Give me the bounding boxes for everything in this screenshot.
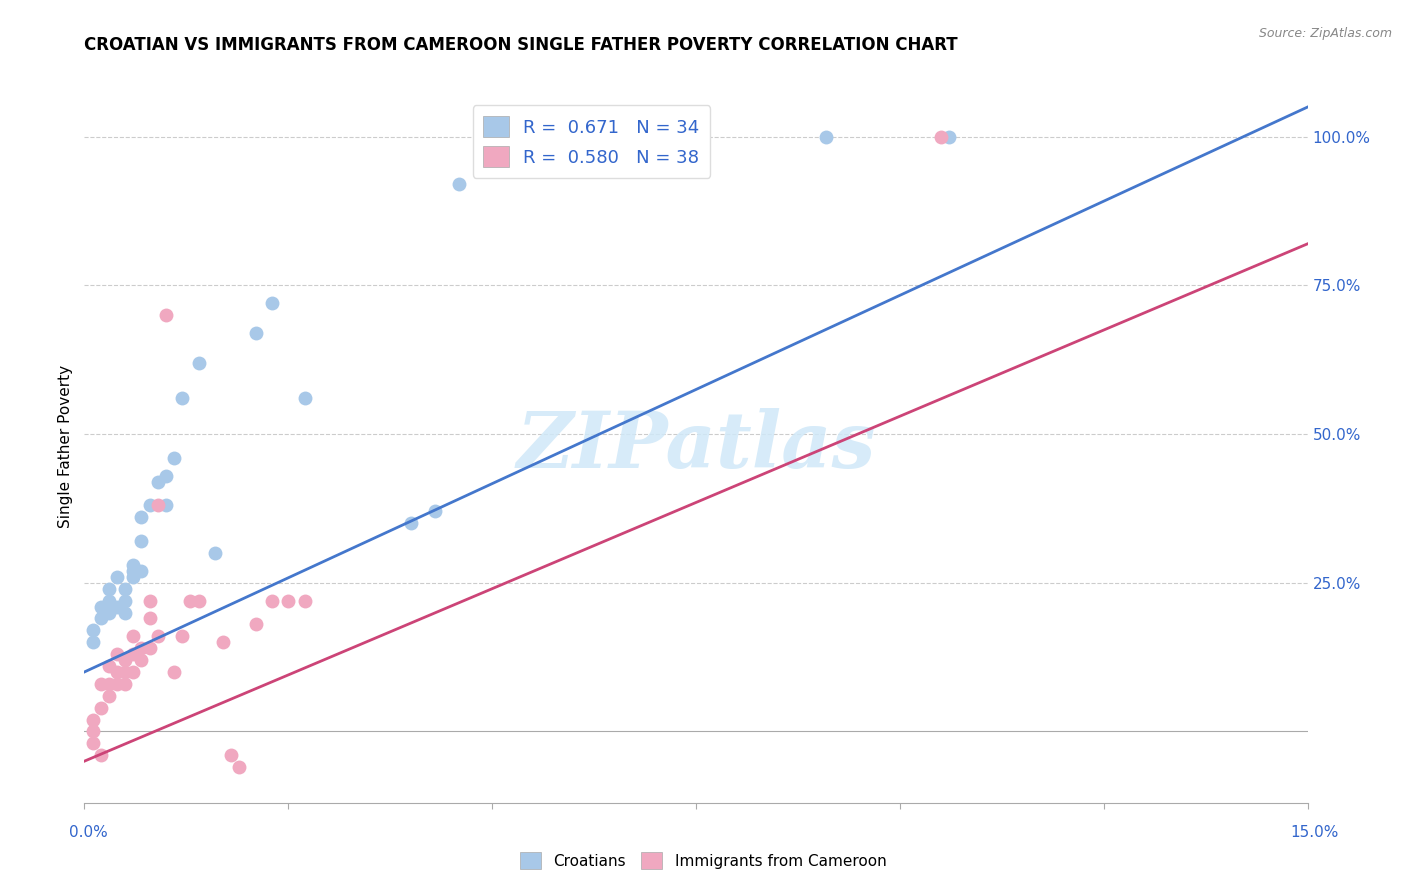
Point bbox=[131, 641, 153, 656]
Point bbox=[82, 736, 104, 750]
Point bbox=[114, 582, 136, 596]
Point bbox=[131, 534, 153, 549]
Text: 15.0%: 15.0% bbox=[1291, 825, 1339, 840]
Point bbox=[172, 629, 194, 643]
Point bbox=[105, 570, 128, 584]
Point bbox=[122, 564, 145, 578]
Point bbox=[245, 326, 267, 340]
Point bbox=[294, 593, 316, 607]
Point bbox=[122, 570, 145, 584]
Point bbox=[114, 593, 136, 607]
Point bbox=[90, 748, 112, 763]
Legend: Croatians, Immigrants from Cameroon: Croatians, Immigrants from Cameroon bbox=[513, 846, 893, 875]
Point bbox=[138, 593, 160, 607]
Point bbox=[187, 356, 209, 370]
Point bbox=[155, 499, 177, 513]
Point bbox=[114, 653, 136, 667]
Point bbox=[114, 665, 136, 679]
Point bbox=[122, 629, 145, 643]
Point bbox=[82, 724, 104, 739]
Point bbox=[122, 558, 145, 572]
Y-axis label: Single Father Poverty: Single Father Poverty bbox=[58, 365, 73, 527]
Point bbox=[122, 647, 145, 661]
Point bbox=[212, 635, 235, 649]
Point bbox=[163, 450, 186, 465]
Point bbox=[277, 593, 299, 607]
Point bbox=[146, 629, 169, 643]
Point bbox=[179, 593, 201, 607]
Point bbox=[131, 564, 153, 578]
Point bbox=[90, 599, 112, 614]
Point bbox=[97, 659, 120, 673]
Point bbox=[97, 606, 120, 620]
Point bbox=[131, 653, 153, 667]
Text: ZIPatlas: ZIPatlas bbox=[516, 408, 876, 484]
Point bbox=[114, 677, 136, 691]
Point bbox=[105, 665, 128, 679]
Text: CROATIAN VS IMMIGRANTS FROM CAMEROON SINGLE FATHER POVERTY CORRELATION CHART: CROATIAN VS IMMIGRANTS FROM CAMEROON SIN… bbox=[84, 36, 957, 54]
Point bbox=[82, 624, 104, 638]
Point bbox=[138, 611, 160, 625]
Point bbox=[172, 392, 194, 406]
Legend: R =  0.671   N = 34, R =  0.580   N = 38: R = 0.671 N = 34, R = 0.580 N = 38 bbox=[472, 105, 710, 178]
Point bbox=[105, 599, 128, 614]
Text: 0.0%: 0.0% bbox=[69, 825, 108, 840]
Point bbox=[105, 677, 128, 691]
Point bbox=[90, 677, 112, 691]
Point bbox=[929, 129, 952, 144]
Point bbox=[163, 665, 186, 679]
Point bbox=[155, 308, 177, 322]
Point bbox=[90, 700, 112, 714]
Point bbox=[105, 647, 128, 661]
Text: Source: ZipAtlas.com: Source: ZipAtlas.com bbox=[1258, 27, 1392, 40]
Point bbox=[131, 510, 153, 524]
Point bbox=[423, 504, 446, 518]
Point bbox=[815, 129, 838, 144]
Point bbox=[97, 582, 120, 596]
Point bbox=[938, 129, 960, 144]
Point bbox=[260, 593, 283, 607]
Point bbox=[399, 516, 422, 531]
Point bbox=[146, 475, 169, 489]
Point bbox=[155, 468, 177, 483]
Point bbox=[114, 606, 136, 620]
Point bbox=[228, 760, 250, 774]
Point bbox=[294, 392, 316, 406]
Point bbox=[138, 499, 160, 513]
Point bbox=[204, 546, 226, 560]
Point bbox=[449, 178, 471, 192]
Point bbox=[138, 641, 160, 656]
Point bbox=[97, 689, 120, 703]
Point bbox=[245, 617, 267, 632]
Point bbox=[122, 665, 145, 679]
Point bbox=[219, 748, 242, 763]
Point bbox=[260, 296, 283, 310]
Point bbox=[82, 713, 104, 727]
Point bbox=[187, 593, 209, 607]
Point bbox=[146, 499, 169, 513]
Point bbox=[97, 677, 120, 691]
Point bbox=[90, 611, 112, 625]
Point bbox=[97, 593, 120, 607]
Point bbox=[82, 635, 104, 649]
